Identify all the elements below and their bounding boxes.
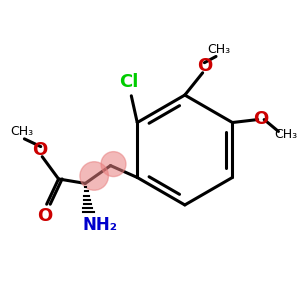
Circle shape [80, 162, 108, 190]
Circle shape [101, 152, 126, 177]
Text: Cl: Cl [118, 74, 138, 92]
Text: NH₂: NH₂ [82, 216, 118, 234]
Text: O: O [197, 57, 213, 75]
Text: CH₃: CH₃ [10, 125, 33, 138]
Text: CH₃: CH₃ [207, 44, 230, 56]
Text: O: O [38, 207, 53, 225]
Text: O: O [253, 110, 268, 128]
Text: O: O [32, 141, 47, 159]
Text: CH₃: CH₃ [274, 128, 297, 141]
